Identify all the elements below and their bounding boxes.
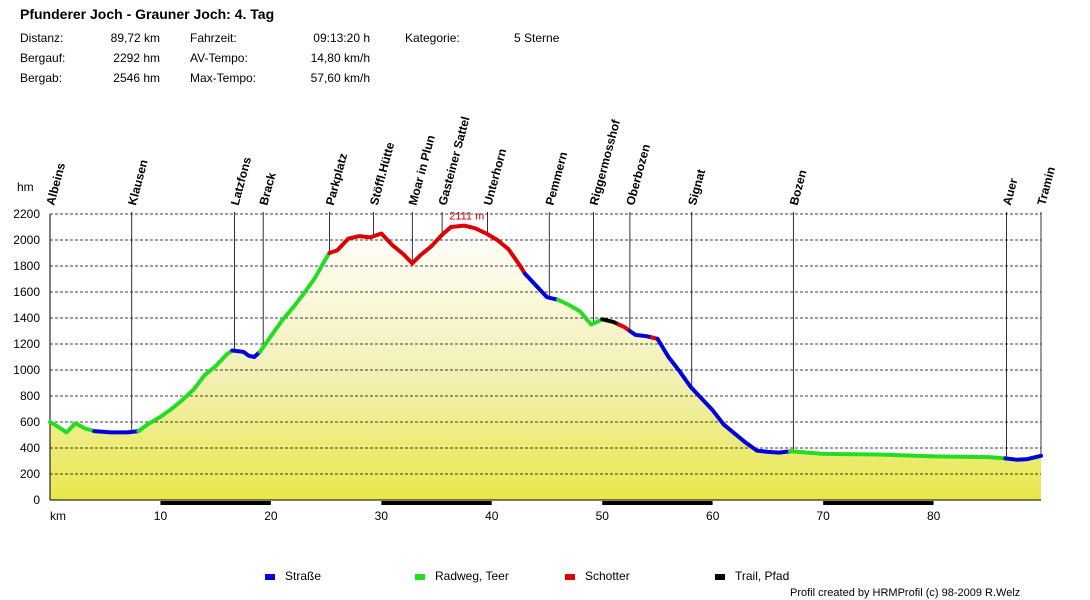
km-scale-segment (270, 501, 382, 505)
waypoint-label: Signat (685, 168, 708, 207)
stat-value-bergauf: 2292 hm (113, 51, 160, 65)
y-tick-label-2000: 2000 (13, 233, 40, 247)
legend-swatch-schotter (565, 573, 575, 580)
legend-label-schotter: Schotter (585, 569, 630, 583)
y-axis-label: hm (17, 180, 34, 194)
y-tick-label-0: 0 (33, 493, 40, 507)
waypoint-label: Unterhorn (481, 147, 510, 207)
stat-label-bergab: Bergab: (20, 71, 63, 85)
legend-item-strasse: Straße (265, 569, 321, 583)
stat-label-fahrzeit: Fahrzeit: (190, 31, 237, 45)
stat-value-fahrzeit: 09:13:20 h (313, 31, 370, 45)
y-tick-label-200: 200 (20, 467, 40, 481)
waypoint-label: Brack (257, 171, 279, 207)
waypoint-label: Moar in Plun (406, 134, 438, 207)
waypoint-label: Parkplatz (323, 152, 350, 207)
stat-label-bergauf: Bergauf: (20, 51, 66, 65)
profile-segment (788, 449, 1008, 461)
legend-label-strasse: Straße (285, 569, 322, 583)
legend-label-trail: Trail, Pfad (735, 569, 790, 583)
x-tick-label-80: 80 (927, 509, 941, 523)
profile-segment (230, 348, 262, 359)
stat-label-distanz: Distanz: (20, 31, 64, 45)
profile-segment (556, 297, 605, 327)
stat-label-max-tempo: Max-Tempo: (190, 71, 257, 85)
x-tick-label-10: 10 (154, 509, 168, 523)
max-elevation-label: 2111 m (449, 211, 484, 223)
legend-label-radweg: Radweg, Teer (435, 569, 509, 583)
profile-segment (48, 420, 97, 435)
waypoint-label: Latzfons (228, 155, 254, 207)
waypoint-label: Gasteiner Sattel (435, 115, 472, 207)
profile-segment (616, 322, 632, 333)
km-scale-segment (933, 501, 1041, 505)
stat-value-kategorie: 5 Sterne (514, 31, 560, 45)
waypoint-label: Klausen (125, 158, 151, 207)
waypoint-label: Bozen (787, 168, 810, 206)
profile-segment (627, 329, 654, 340)
y-tick-label-1200: 1200 (13, 337, 40, 351)
profile-segment (257, 251, 332, 354)
legend-item-trail: Trail, Pfad (715, 569, 789, 583)
waypoint-label: Tramin (1034, 165, 1058, 207)
waypoint-label: Pemmern (543, 150, 571, 206)
legend-item-schotter: Schotter (565, 569, 630, 583)
km-scale-segment (50, 501, 161, 505)
y-tick-label-1000: 1000 (13, 363, 40, 377)
km-scale-segment (712, 501, 824, 505)
profile-segment (523, 271, 561, 302)
legend-item-radweg: Radweg, Teer (415, 569, 509, 583)
x-tick-label-30: 30 (375, 509, 389, 523)
x-tick-label-40: 40 (485, 509, 499, 523)
legend-swatch-radweg (415, 573, 425, 580)
stat-value-av-tempo: 14,80 km/h (310, 51, 370, 65)
legend-swatch-strasse (265, 573, 275, 580)
y-tick-label-800: 800 (20, 389, 40, 403)
profile-segment (136, 348, 235, 434)
km-scale-segment (823, 501, 934, 505)
y-tick-label-1600: 1600 (13, 285, 40, 299)
x-tick-label-60: 60 (706, 509, 720, 523)
profile-segment (92, 429, 141, 435)
profile-segment (327, 223, 527, 276)
y-tick-label-1800: 1800 (13, 259, 40, 273)
waypoint-label: Oberbozen (623, 143, 653, 207)
profile-area (50, 225, 1041, 500)
y-tick-label-2200: 2200 (13, 207, 40, 221)
stat-label-av-tempo: AV-Tempo: (190, 51, 248, 65)
waypoint-label: Riggermosshof (587, 117, 624, 207)
stat-value-distanz: 89,72 km (110, 31, 160, 45)
y-tick-label-400: 400 (20, 441, 40, 455)
y-tick-label-1400: 1400 (13, 311, 40, 325)
legend-swatch-trail (715, 573, 725, 580)
waypoint-label: Albeins (43, 161, 68, 207)
km-scale-segment (602, 501, 713, 505)
chart-title: Pfunderer Joch - Grauner Joch: 4. Tag (20, 6, 275, 22)
km-scale-segment (491, 501, 603, 505)
stat-value-bergab: 2546 hm (113, 71, 160, 85)
km-scale-segment (160, 501, 271, 505)
profile-segment (1003, 453, 1043, 462)
km-scale-segment (381, 501, 492, 505)
credit-text: Profil created by HRMProfil (c) 98-2009 … (790, 587, 1021, 599)
waypoint-label: Auer (1000, 176, 1021, 206)
y-tick-label-600: 600 (20, 415, 40, 429)
x-axis-label: km (50, 509, 66, 523)
stat-value-max-tempo: 57,60 km/h (310, 71, 370, 85)
profile-segment (655, 336, 792, 455)
waypoint-label: Stöffl.Hütte (367, 140, 397, 206)
stat-label-kategorie: Kategorie: (405, 31, 460, 45)
profile-segment (600, 317, 621, 327)
x-tick-label-20: 20 (264, 509, 278, 523)
x-tick-label-70: 70 (817, 509, 831, 523)
x-tick-label-50: 50 (596, 509, 610, 523)
